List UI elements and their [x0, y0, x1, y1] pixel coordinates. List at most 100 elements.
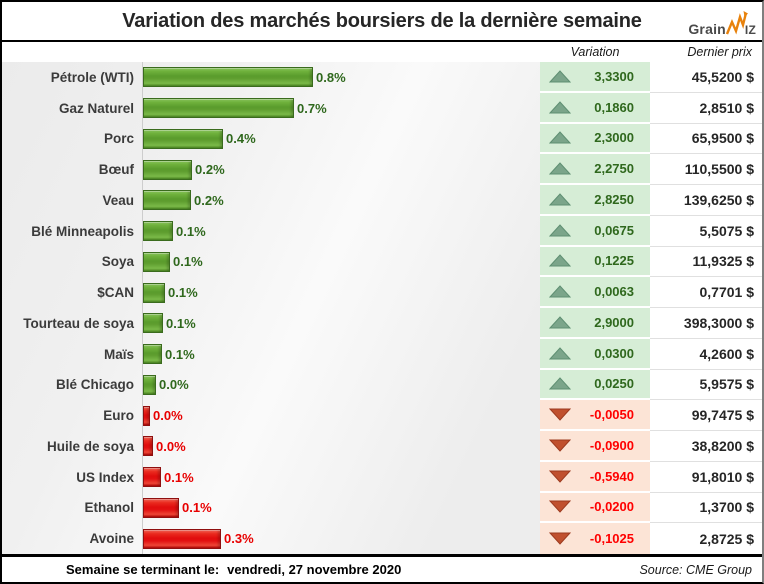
- footer-divider: [2, 554, 762, 557]
- title-divider: [2, 40, 762, 42]
- price-value: 99,7475 $: [691, 407, 754, 424]
- bar-percent-label: 0.8%: [316, 69, 346, 85]
- bar-percent-label: 0.1%: [166, 315, 196, 331]
- up-triangle-icon: [549, 346, 571, 360]
- variation-value: 2,8250: [594, 191, 634, 207]
- bar: [143, 98, 294, 119]
- variation-cell: -0,0050: [540, 400, 650, 431]
- variation-column: 3,3300 0,1860 2,3000 2,2750 2,8250: [540, 62, 650, 554]
- price-cell: 5,9575 $: [650, 370, 762, 401]
- price-cell: 5,5075 $: [650, 216, 762, 247]
- down-triangle-icon: [549, 532, 571, 545]
- price-value: 0,7701 $: [699, 284, 755, 301]
- variation-cell: 0,0063: [540, 277, 650, 308]
- title-bar: Variation des marchés boursiers de la de…: [2, 2, 762, 40]
- down-triangle-icon: [549, 470, 571, 483]
- variation-value: -0,0050: [589, 407, 634, 423]
- row-label: Soya: [101, 254, 134, 270]
- chart-row: Huile de soya 0.0%: [2, 431, 540, 462]
- chart-main: Pétrole (WTI) 0.8% Gaz Naturel 0.7% Porc…: [2, 62, 762, 554]
- variation-value: 0,1860: [594, 99, 634, 115]
- bar-percent-label: 0.4%: [226, 131, 256, 147]
- price-value: 5,9575 $: [699, 376, 755, 393]
- chart-row: Maïs 0.1%: [2, 339, 540, 370]
- bar-percent-label: 0.3%: [224, 531, 254, 547]
- price-cell: 38,8200 $: [650, 431, 762, 462]
- bar: [143, 528, 221, 549]
- footer: Semaine se terminant le: vendredi, 27 nov…: [2, 557, 762, 582]
- column-header-variation: Variation: [570, 45, 620, 59]
- price-value: 139,6250 $: [683, 191, 754, 208]
- chart-row: Pétrole (WTI) 0.8%: [2, 62, 540, 93]
- bar-percent-label: 0.0%: [156, 438, 186, 454]
- row-label: Tourteau de soya: [23, 315, 134, 331]
- price-value: 2,8510 $: [699, 99, 755, 116]
- price-cell: 0,7701 $: [650, 277, 762, 308]
- bar-percent-label: 0.1%: [176, 223, 206, 239]
- row-label: Pétrole (WTI): [50, 69, 134, 85]
- bar: [143, 405, 150, 426]
- price-cell: 91,8010 $: [650, 462, 762, 493]
- bar-percent-label: 0.0%: [159, 377, 189, 393]
- row-label: US Index: [76, 469, 134, 485]
- variation-value: 0,0250: [594, 376, 634, 392]
- price-cell: 11,9325 $: [650, 247, 762, 278]
- variation-value: -0,0900: [589, 437, 634, 453]
- variation-cell: 2,2750: [540, 154, 650, 185]
- bar-percent-label: 0.0%: [153, 408, 183, 424]
- column-headers: Variation Dernier prix: [2, 42, 762, 62]
- variation-cell: 0,1860: [540, 92, 650, 124]
- bar-percent-label: 0.7%: [297, 100, 327, 116]
- variation-value: 2,3000: [594, 130, 634, 146]
- chart-row: Tourteau de soya 0.1%: [2, 308, 540, 339]
- up-triangle-icon: [549, 223, 571, 237]
- chart-row: Blé Chicago 0.0%: [2, 370, 540, 401]
- price-value: 4,2600 $: [699, 345, 755, 362]
- row-label: Bœuf: [98, 162, 134, 178]
- bar: [143, 67, 313, 88]
- row-label: Porc: [103, 131, 134, 147]
- chart-row: $CAN 0.1%: [2, 277, 540, 308]
- variation-value: -0,1025: [589, 531, 634, 547]
- price-column: 45,5200 $ 2,8510 $ 65,9500 $ 110,5500 $ …: [650, 62, 762, 554]
- chart-area: Pétrole (WTI) 0.8% Gaz Naturel 0.7% Porc…: [2, 62, 540, 554]
- axis-line: [142, 62, 143, 554]
- down-triangle-icon: [549, 439, 571, 452]
- variation-cell: 0,0300: [540, 338, 650, 370]
- chart-rows: Pétrole (WTI) 0.8% Gaz Naturel 0.7% Porc…: [2, 62, 540, 554]
- bar-percent-label: 0.1%: [168, 285, 198, 301]
- page-title: Variation des marchés boursiers de la de…: [122, 9, 642, 32]
- bar-percent-label: 0.1%: [173, 254, 203, 270]
- bar: [143, 344, 162, 365]
- down-triangle-icon: [549, 500, 571, 514]
- variation-cell: 0,1225: [540, 246, 650, 278]
- variation-value: 0,0300: [594, 345, 634, 361]
- chart-row: Bœuf 0.2%: [2, 154, 540, 185]
- price-cell: 110,5500 $: [650, 154, 762, 185]
- variation-value: 2,9000: [594, 314, 634, 330]
- price-cell: 2,8725 $: [650, 523, 762, 554]
- chart-row: Porc 0.4%: [2, 124, 540, 155]
- price-cell: 2,8510 $: [650, 93, 762, 124]
- variation-value: 0,0063: [594, 284, 634, 300]
- footer-week: Semaine se terminant le: vendredi, 27 nov…: [66, 562, 401, 577]
- price-value: 2,8725 $: [699, 530, 755, 547]
- chart-row: Blé Minneapolis 0.1%: [2, 216, 540, 247]
- row-label: Ethanol: [84, 500, 135, 516]
- bar: [143, 436, 153, 457]
- price-value: 11,9325 $: [692, 253, 754, 270]
- bar-percent-label: 0.2%: [194, 192, 224, 208]
- price-value: 110,5500 $: [684, 161, 754, 178]
- variation-value: -0,5940: [589, 468, 634, 484]
- up-triangle-icon: [549, 162, 571, 175]
- variation-cell: -0,0900: [540, 431, 650, 462]
- bar: [143, 374, 156, 395]
- price-cell: 398,3000 $: [650, 308, 762, 339]
- bar-percent-label: 0.1%: [165, 346, 195, 362]
- price-value: 1,3700 $: [699, 499, 755, 516]
- up-triangle-icon: [549, 254, 571, 267]
- bar: [143, 497, 179, 518]
- bar-percent-label: 0.1%: [164, 469, 194, 485]
- price-value: 91,8010 $: [691, 468, 754, 485]
